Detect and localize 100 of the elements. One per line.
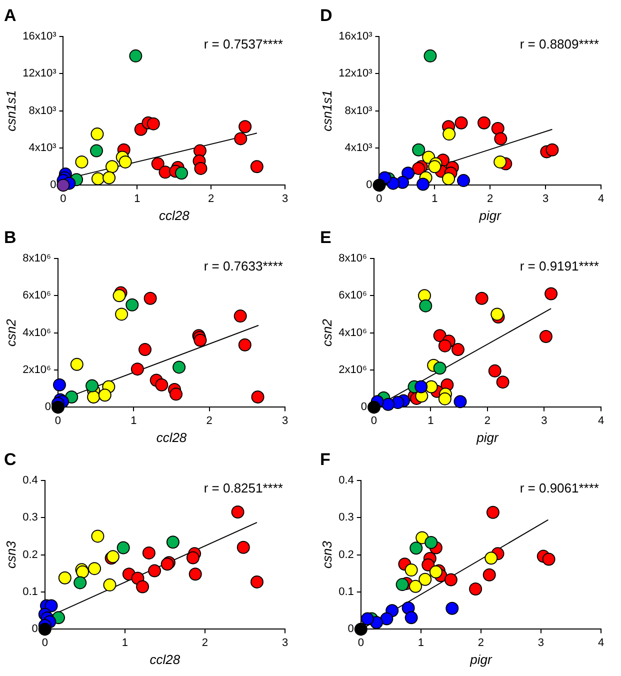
point (404, 611, 418, 624)
x-tick-label: 0 (60, 192, 66, 205)
point (186, 551, 200, 564)
y-tick-label: 0.3 (338, 512, 354, 524)
y-tick-label: 4x10⁶ (22, 326, 51, 339)
x-axis-title: pigr (476, 430, 499, 445)
point (454, 395, 467, 408)
y-axis-title: csn2 (3, 318, 18, 347)
x-tick-label: 3 (538, 636, 544, 649)
point (102, 171, 116, 184)
point (106, 160, 119, 174)
x-tick-label: 3 (541, 414, 548, 427)
point (418, 289, 431, 302)
point (404, 564, 418, 577)
y-axis-title: csn1s1 (3, 90, 18, 132)
point (175, 166, 188, 180)
point (136, 580, 150, 594)
point (496, 376, 510, 389)
point (429, 565, 442, 578)
point (360, 612, 374, 626)
x-axis-title: ccl28 (156, 430, 188, 445)
y-tick-label: 0 (348, 623, 354, 636)
point (51, 400, 64, 414)
point (546, 143, 559, 156)
chart-title: D (320, 6, 332, 25)
point (451, 343, 464, 356)
point (414, 380, 428, 394)
point (74, 576, 87, 590)
point (446, 602, 459, 615)
x-tick-label: 1 (428, 414, 434, 427)
point (372, 178, 386, 192)
point (251, 390, 264, 404)
point (488, 364, 502, 378)
x-axis-title: ccl28 (158, 208, 190, 223)
x-tick-label: 2 (487, 192, 494, 205)
y-tick-label: 6x10⁶ (22, 290, 51, 302)
point (438, 339, 452, 352)
point (116, 541, 130, 554)
point (490, 308, 504, 321)
y-tick-label: 0 (32, 623, 38, 636)
point (44, 599, 58, 612)
point (130, 362, 144, 376)
point (475, 292, 488, 305)
point (433, 362, 446, 375)
point (442, 128, 456, 141)
x-tick-label: 2 (206, 414, 212, 427)
point (98, 388, 112, 402)
x-tick-label: 4 (598, 192, 604, 205)
y-tick-label: 4x10³ (28, 142, 57, 154)
y-tick-label: 12x10³ (338, 68, 373, 80)
point (454, 116, 468, 130)
point (144, 292, 157, 305)
point (382, 398, 395, 411)
y-axis-title: csn1s1 (319, 90, 334, 132)
y-tick-label: 0.4 (22, 474, 38, 486)
y-tick-label: 12x10³ (22, 68, 57, 80)
x-tick-label: 2 (478, 636, 484, 649)
y-tick-label: 0.2 (22, 548, 38, 561)
point (194, 162, 208, 175)
point (367, 400, 380, 414)
y-tick-label: 0.2 (338, 548, 354, 561)
y-tick-label: 8x10³ (28, 104, 57, 117)
point (148, 564, 162, 578)
point (91, 172, 104, 186)
annotation: r = 0.8251**** (204, 480, 283, 496)
point (234, 310, 247, 323)
point (231, 506, 244, 519)
point (238, 120, 252, 134)
y-tick-label: 8x10⁶ (338, 252, 367, 264)
point (238, 338, 252, 352)
point (88, 562, 102, 576)
point (542, 552, 556, 566)
point (444, 573, 458, 586)
annotation: r = 0.9191**** (520, 258, 599, 274)
point (419, 299, 432, 312)
point (494, 155, 507, 168)
point (422, 558, 435, 572)
x-tick-label: 1 (122, 636, 128, 649)
point (90, 144, 103, 158)
point (478, 116, 491, 130)
point (172, 360, 186, 374)
y-axis-title: csn3 (3, 540, 18, 569)
x-axis-title: ccl28 (150, 652, 181, 667)
y-tick-label: 4x10³ (344, 142, 373, 154)
point (409, 580, 422, 593)
point (170, 388, 183, 401)
x-axis-title: pigr (478, 208, 502, 223)
annotation: r = 0.7537**** (204, 36, 283, 52)
x-tick-label: 1 (418, 636, 424, 649)
x-tick-label: 1 (432, 192, 438, 205)
y-tick-label: 0.4 (338, 474, 354, 486)
point (58, 571, 72, 584)
point (194, 334, 207, 347)
x-tick-label: 2 (208, 192, 214, 205)
x-tick-label: 3 (282, 636, 288, 649)
y-tick-label: 0.3 (22, 512, 38, 524)
y-tick-label: 4x10⁶ (338, 326, 367, 339)
point (412, 162, 426, 175)
x-tick-label: 0 (376, 192, 382, 205)
point (142, 546, 156, 560)
